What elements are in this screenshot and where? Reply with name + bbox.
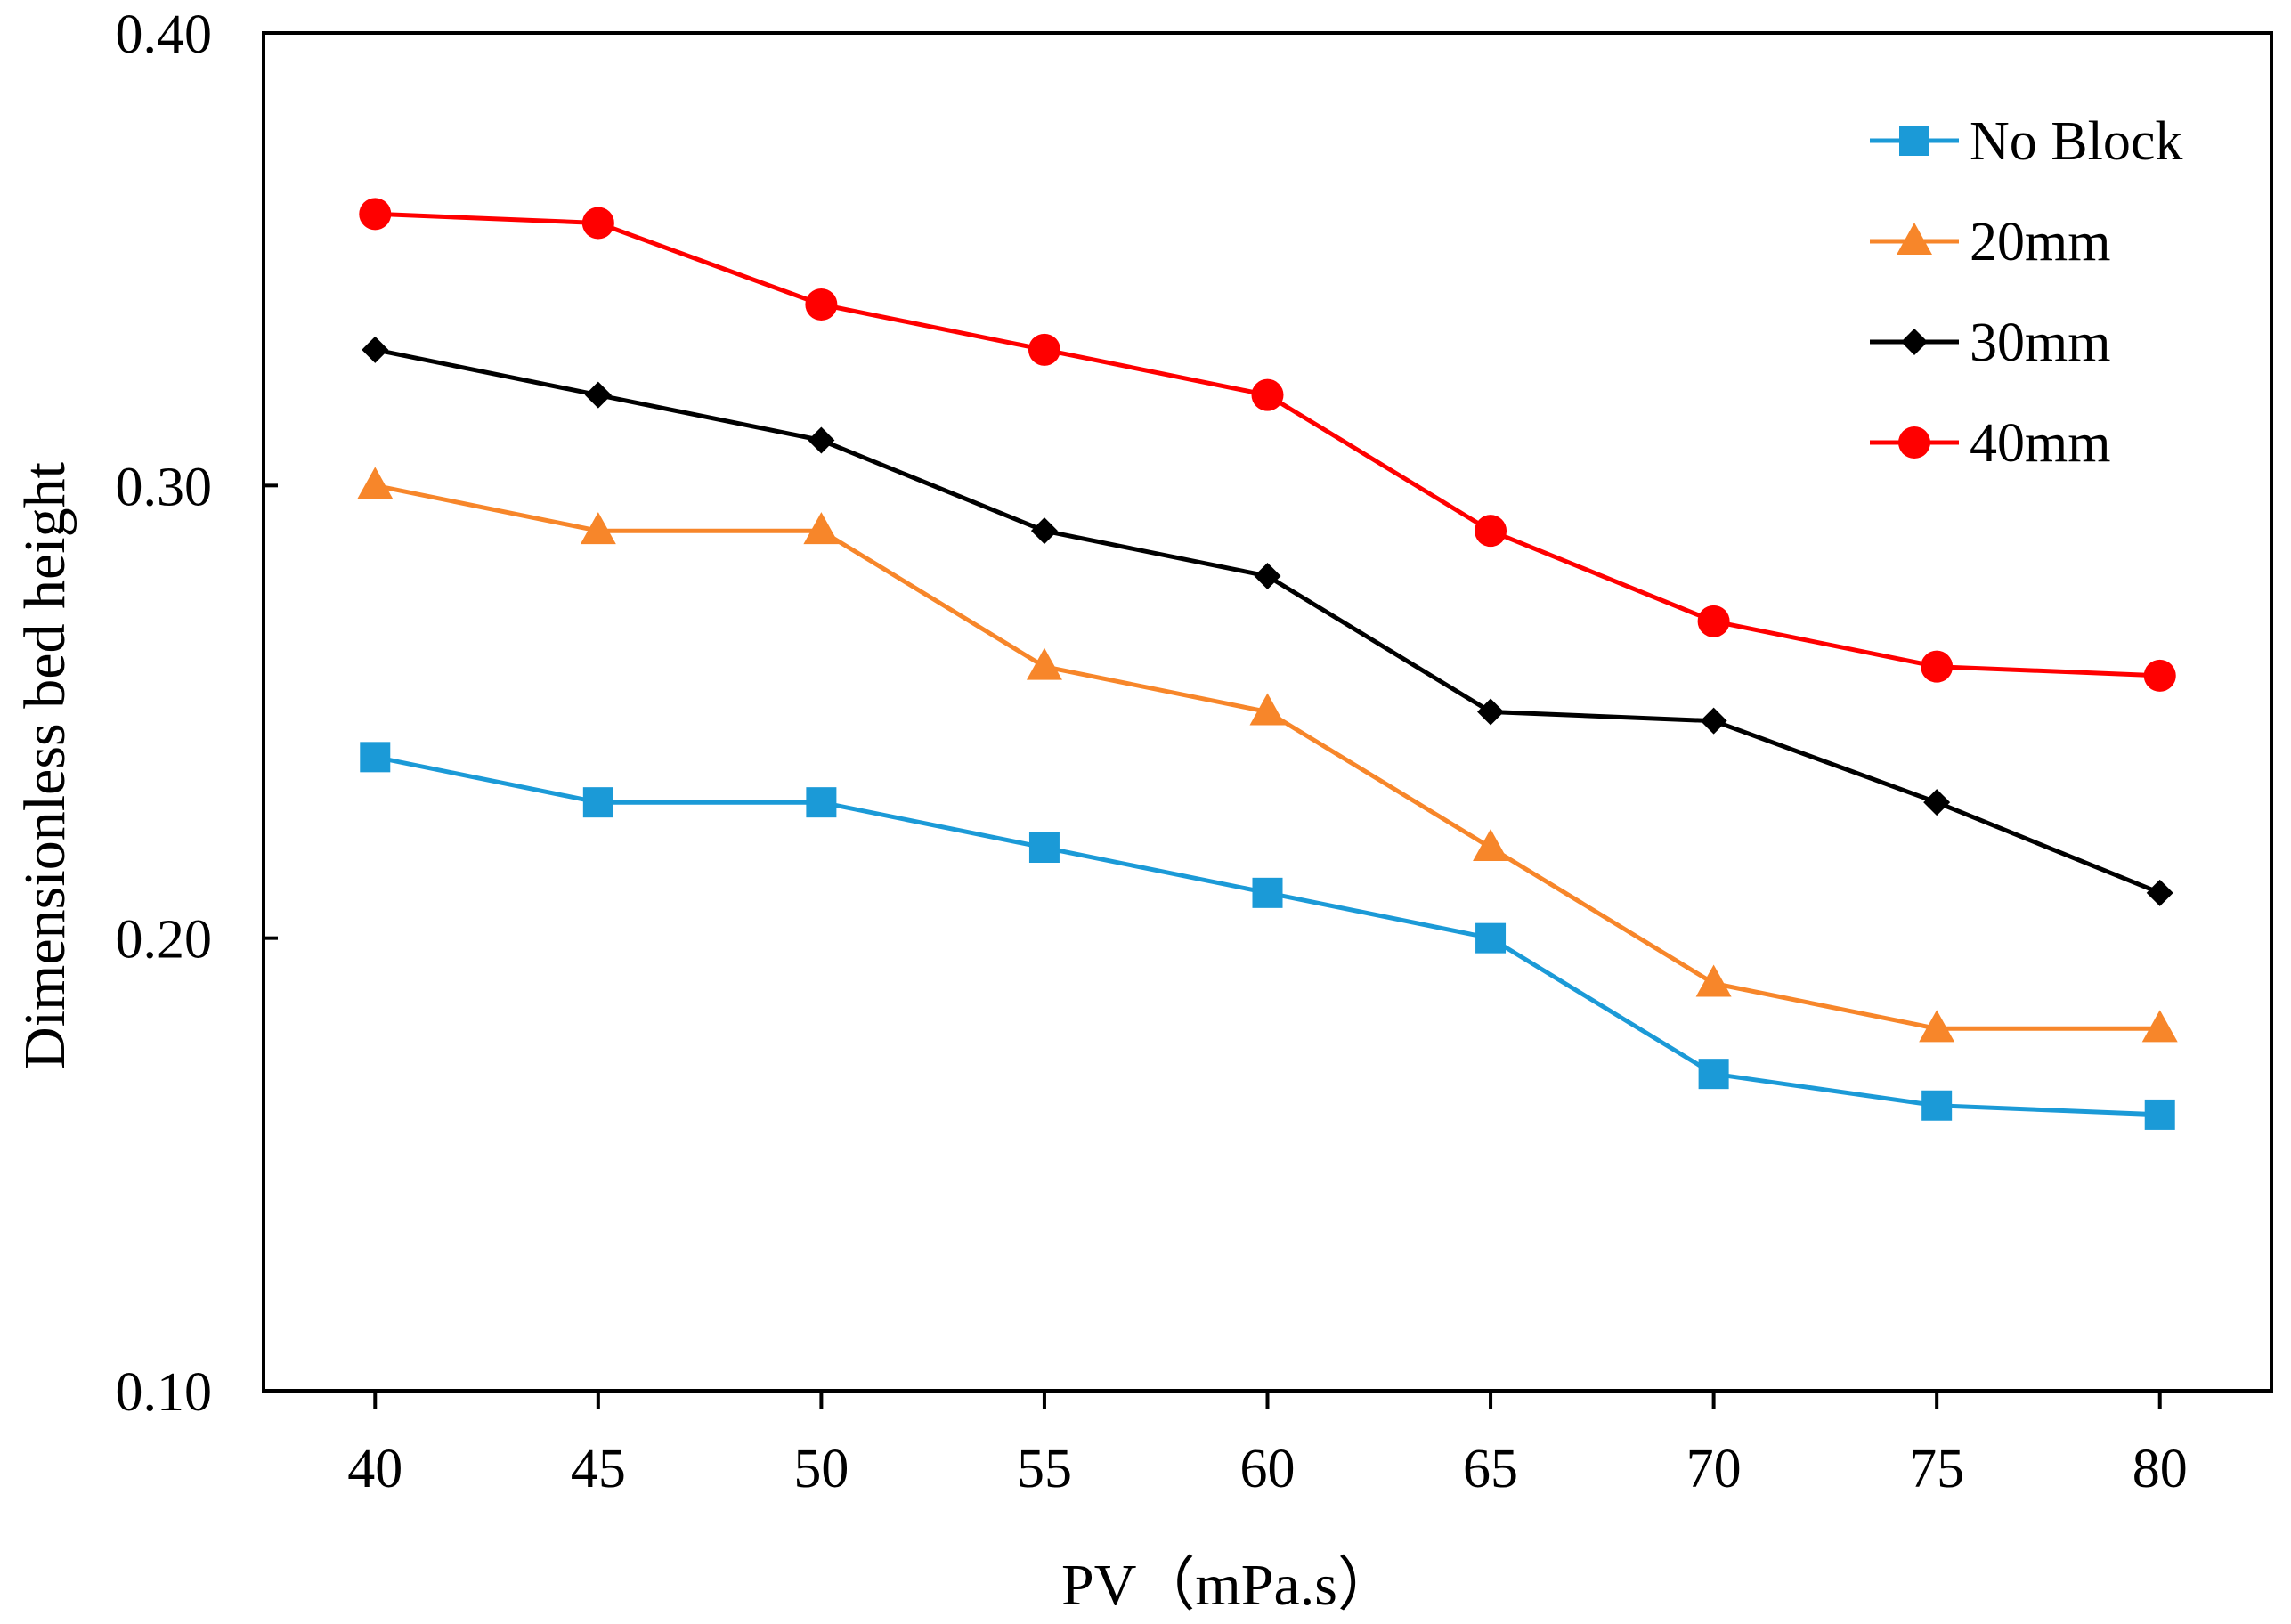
legend-marker-30mm: [1901, 329, 1928, 355]
x-tick-label: 75: [1909, 1439, 1964, 1499]
x-axis: 40 45 50 55 60 65 70 75 80: [347, 1391, 2188, 1499]
series-no-block: [360, 742, 2175, 1130]
data-point-40mm: [1475, 515, 1507, 548]
data-point-40mm: [1697, 605, 1730, 637]
y-tick-label: 0.30: [116, 457, 213, 517]
series-line-40mm: [375, 211, 2160, 678]
y-axis-title: Dimensionless bed height: [12, 462, 77, 1069]
y-axis: 0.10 0.20 0.30 0.40: [116, 4, 278, 1423]
series-30mm: [362, 336, 2173, 906]
x-tick-label: 60: [1240, 1439, 1296, 1499]
data-point-20mm: [1695, 964, 1732, 997]
y-tick-label: 0.10: [116, 1362, 213, 1423]
series-line-30mm: [374, 347, 2161, 896]
data-point-no-block: [1475, 922, 1507, 954]
legend-marker-40mm: [1898, 426, 1930, 459]
series-line-no-block: [374, 754, 2160, 1117]
x-tick-label: 55: [1017, 1439, 1072, 1499]
data-point-no-block: [1252, 877, 1283, 908]
legend: No Block 20mm 30mm 40mm: [1870, 111, 2182, 474]
data-point-30mm: [1254, 563, 1281, 589]
legend-item-no-block: No Block: [1870, 111, 2182, 172]
data-point-30mm: [1923, 789, 1951, 816]
legend-item-20mm: 20mm: [1870, 212, 2110, 272]
x-tick-label: 45: [571, 1439, 626, 1499]
data-point-30mm: [584, 381, 612, 409]
data-point-no-block: [582, 787, 613, 818]
data-point-40mm: [805, 288, 838, 321]
data-point-no-block: [2144, 1099, 2175, 1130]
legend-label-30mm: 30mm: [1970, 313, 2110, 373]
data-point-20mm: [357, 467, 394, 499]
x-axis-title: PV（mPa.s）: [1061, 1553, 1396, 1618]
data-point-no-block: [1698, 1059, 1729, 1090]
series-40mm: [359, 198, 2176, 692]
y-tick-label: 0.40: [116, 4, 213, 65]
data-point-40mm: [2143, 659, 2176, 692]
data-point-20mm: [803, 512, 840, 545]
data-point-20mm: [580, 512, 616, 545]
legend-item-40mm: 40mm: [1870, 413, 2110, 474]
data-point-no-block: [806, 787, 837, 818]
x-tick-label: 65: [1463, 1439, 1518, 1499]
data-point-40mm: [581, 207, 614, 240]
data-point-no-block: [1028, 832, 1060, 863]
legend-item-30mm: 30mm: [1870, 313, 2110, 373]
data-point-30mm: [1030, 517, 1058, 545]
x-tick-label: 40: [347, 1439, 402, 1499]
data-point-30mm: [2146, 879, 2173, 906]
x-tick-label: 80: [2133, 1439, 2188, 1499]
data-point-20mm: [2141, 1010, 2178, 1043]
data-point-30mm: [808, 426, 835, 454]
data-point-40mm: [1921, 650, 1954, 683]
y-tick-label: 0.20: [116, 910, 213, 970]
data-point-no-block: [1921, 1090, 1953, 1121]
data-point-no-block: [360, 742, 391, 773]
data-point-20mm: [1026, 647, 1062, 680]
legend-marker-20mm: [1897, 223, 1932, 255]
data-point-20mm: [1919, 1010, 1955, 1043]
x-tick-label: 50: [793, 1439, 849, 1499]
legend-label-no-block: No Block: [1970, 111, 2182, 172]
data-point-20mm: [1473, 829, 1509, 861]
legend-label-20mm: 20mm: [1970, 212, 2110, 272]
legend-marker-no-block: [1899, 126, 1929, 156]
series-layer: [357, 198, 2178, 1130]
legend-label-40mm: 40mm: [1970, 413, 2110, 474]
data-point-30mm: [362, 336, 389, 363]
data-point-20mm: [1249, 693, 1286, 726]
data-point-40mm: [1028, 333, 1060, 366]
series-20mm: [357, 467, 2178, 1043]
x-tick-label: 70: [1686, 1439, 1742, 1499]
data-point-40mm: [359, 198, 392, 231]
data-point-40mm: [1251, 378, 1284, 411]
data-point-30mm: [1477, 698, 1505, 726]
data-point-30mm: [1700, 707, 1727, 735]
